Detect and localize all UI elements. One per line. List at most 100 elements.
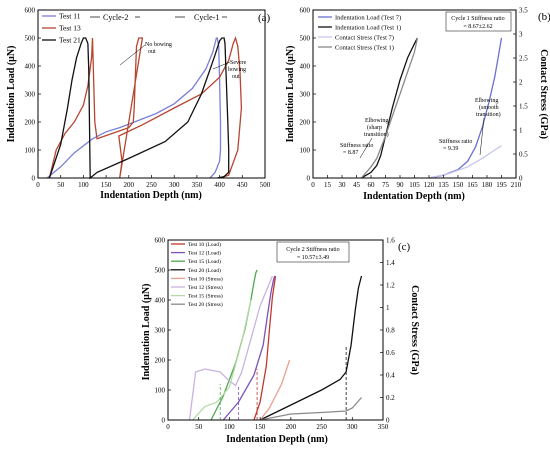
x-tick-label-10: 500: [260, 181, 271, 189]
annotation-cycle-1: Cycle-1: [194, 13, 219, 22]
y2-tick-label-2: 0.4: [386, 372, 395, 380]
panel-c-ylabel: Indentation Load (μN): [141, 284, 152, 381]
y2-tick-label-3: 0.6: [386, 349, 395, 357]
x-tick-label-1: 15: [324, 181, 332, 189]
x-tick-label-9: 135: [438, 181, 449, 189]
panel-a-series-1: [48, 35, 243, 179]
y-tick-label-6: 600: [300, 7, 311, 15]
y2-tick-label-4: 2: [519, 79, 523, 87]
y-tick-label-0: 0: [162, 417, 166, 425]
x-tick-label-1: 50: [57, 181, 65, 189]
panel-c-box-line2: = 10.57±3.49: [297, 255, 329, 261]
panel-a-series-2: [48, 37, 230, 180]
panel-b-series-group: [360, 37, 503, 179]
legend-label-6: Test 15 (Stress): [188, 293, 223, 300]
x-tick-label-2: 30: [339, 181, 347, 189]
legend-label-1: Test 12 (Load): [188, 250, 221, 257]
panel-c-tag: (c): [398, 241, 411, 253]
annotation-elbow-smooth: Elbowing: [475, 98, 498, 104]
annotation-elbow-sharp-2: (sharp: [367, 124, 382, 131]
legend-label-2: Test 15 (Load): [188, 258, 221, 265]
x-tick-label-0: 0: [166, 423, 170, 431]
annotation-severe-bowing-line3: out: [232, 74, 240, 80]
annotation-no-bowing-line1: No bowing: [145, 42, 172, 48]
y-tick-label-3: 300: [300, 91, 311, 99]
panel-b-xlabel: Indentation Depth (nm): [363, 191, 465, 202]
y-tick-label-6: 600: [155, 237, 166, 245]
annotation-elbow-sharp-arrow: [359, 137, 373, 159]
x-tick-label-1: 50: [195, 423, 203, 431]
panel-c-legend: Test 10 (Load) Test 12 (Load)Test 15 (Loa…: [171, 241, 223, 308]
x-tick-label-2: 100: [78, 181, 89, 189]
x-tick-label-3: 150: [255, 423, 266, 431]
x-tick-label-10: 150: [453, 181, 464, 189]
panel-c-box-line1: Cycle 2 Stiffness ratio: [286, 246, 339, 253]
annotation-no-bowing-arrow: [119, 44, 146, 66]
x-tick-label-13: 195: [496, 181, 507, 189]
y2-tick-label-6: 3: [519, 31, 523, 39]
y-tick-label-5: 500: [155, 267, 166, 275]
panel-b-series-2: [428, 145, 502, 179]
panel-a-series-group: [46, 35, 243, 180]
legend-label-1: Test 13: [59, 24, 81, 33]
panel-a-xlabel: Indentation Depth (nm): [100, 190, 202, 201]
panel-b-ylabel: Indentation Load (μN): [285, 46, 296, 143]
panel-c-series-6: [192, 299, 252, 421]
panel-a-legend: Test 11 Test 13 Test 21: [42, 12, 81, 45]
y-tick-label-6: 600: [25, 7, 36, 15]
annotation-elbow-smooth-arrow: [479, 117, 485, 156]
y-tick-label-4: 400: [300, 63, 311, 71]
panel-a: (a) 0 50 100 150 200 250 300 350 400 450 500 0 100 20…: [6, 7, 271, 202]
y2-tick-label-5: 1: [386, 304, 390, 312]
panel-b-ticks: 0 15 30 45 60 75 90 105 120 135 150 165 180 195 210010…: [300, 7, 529, 190]
panel-a-tag: (a): [258, 12, 271, 24]
stiffness-ratio-box-c: [276, 241, 350, 263]
annotation-no-bowing-line2: out: [148, 49, 156, 55]
x-tick-label-6: 300: [347, 423, 358, 431]
x-tick-label-9: 450: [237, 181, 248, 189]
x-tick-label-6: 90: [397, 181, 405, 189]
panel-b-tag: (b): [538, 11, 550, 23]
panel-c-xlabel: Indentation Depth (nm): [226, 434, 328, 445]
annotation-severe-bowing-arrow: [212, 61, 231, 70]
legend-label-2: Contact Stress (Test 7): [335, 34, 394, 41]
x-tick-label-6: 300: [169, 181, 180, 189]
legend-label-3: Contact Stress (Test 1): [335, 44, 394, 51]
annotation-elbow-sharp-3: transition): [364, 131, 389, 138]
x-tick-label-11: 165: [467, 181, 478, 189]
annotation-cycle-2: Cycle-2: [103, 13, 128, 22]
x-tick-label-7: 105: [409, 181, 420, 189]
panel-c-series-5: [188, 275, 274, 421]
x-tick-label-3: 45: [353, 181, 361, 189]
y-tick-label-0: 0: [32, 175, 36, 183]
panel-c-series-7: [259, 397, 362, 421]
legend-label-0: Test 11: [59, 12, 81, 21]
y-tick-label-5: 500: [300, 35, 311, 43]
panel-c: (c) 0 50 100 150 200 250 300 350010020030040050…: [141, 237, 420, 446]
panel-c-series-4: [259, 359, 291, 421]
legend-label-0: Indentation Load (Test 7): [335, 14, 401, 21]
x-tick-label-8: 120: [424, 181, 435, 189]
y-tick-label-2: 200: [155, 357, 166, 365]
legend-label-3: Test 20 (Load): [188, 267, 221, 274]
panel-b-legend: Indentation Load (Test 7) Indentation Loa…: [318, 14, 401, 51]
y-tick-label-3: 300: [25, 91, 36, 99]
x-tick-label-3: 150: [101, 181, 112, 189]
x-tick-label-7: 350: [192, 181, 203, 189]
annotation-severe-bowing-line2: bowing: [228, 67, 246, 73]
stiffness-ratio-box-b: [445, 11, 512, 32]
legend-label-2: Test 21: [59, 36, 81, 45]
y-tick-label-1: 100: [300, 147, 311, 155]
y2-tick-label-0: 0: [519, 175, 523, 183]
legend-label-5: Test 12 (Stress): [188, 284, 223, 291]
x-tick-label-4: 200: [124, 181, 135, 189]
annotation-elbow-smooth-2: (smooth: [479, 104, 499, 111]
y-tick-label-3: 300: [155, 327, 166, 335]
y2-tick-label-0: 0: [386, 417, 390, 425]
x-tick-label-0: 0: [36, 181, 40, 189]
y-tick-label-0: 0: [307, 175, 311, 183]
x-tick-label-12: 180: [482, 181, 493, 189]
panel-b-box-line2: = 8.67±2.62: [463, 24, 492, 30]
x-tick-label-5: 250: [146, 181, 157, 189]
